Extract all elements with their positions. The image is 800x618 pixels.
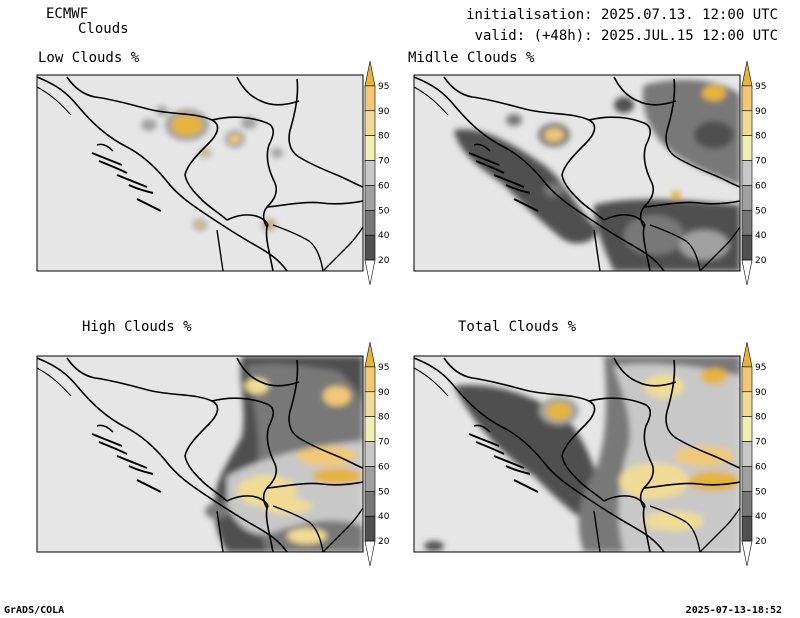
colorbar-label: 90 — [755, 107, 767, 117]
colorbar-segment — [364, 60, 376, 87]
colorbar-label: 50 — [378, 487, 390, 497]
colorbar-label: 70 — [755, 157, 767, 167]
colorbar-segment — [741, 185, 753, 211]
map-frame — [413, 74, 741, 272]
middle-clouds-map: 20 40 50 60 70 80 90 95 — [413, 60, 767, 286]
colorbar-segment — [364, 210, 376, 236]
colorbar-segment — [741, 60, 753, 87]
colorbar-segment — [741, 135, 753, 161]
colorbar-label: 80 — [755, 413, 767, 423]
colorbar-label: 40 — [755, 512, 767, 522]
colorbar: 20 40 50 60 70 80 90 95 — [364, 60, 390, 286]
colorbar-label: 95 — [755, 363, 766, 373]
colorbar-label: 60 — [755, 462, 767, 472]
footer-software: GrADS/COLA — [4, 605, 65, 616]
colorbar: 20 40 50 60 70 80 90 95 — [741, 341, 767, 567]
colorbar-label: 95 — [378, 363, 389, 373]
colorbar-label: 50 — [378, 206, 390, 216]
colorbar-segment — [741, 259, 753, 286]
colorbar-segment — [364, 391, 376, 417]
colorbar-segment — [741, 491, 753, 517]
colorbar-segment — [364, 515, 376, 542]
colorbar-segment — [364, 416, 376, 442]
colorbar-segment — [741, 466, 753, 492]
colorbar-segment — [364, 259, 376, 286]
colorbar-segment — [364, 540, 376, 567]
colorbar-label: 80 — [378, 413, 390, 423]
model-name: ECMWF — [46, 6, 89, 22]
colorbar-label: 80 — [378, 132, 390, 142]
panel-title-low: Low Clouds % — [38, 50, 140, 66]
colorbar-label: 60 — [378, 462, 390, 472]
colorbar-segment — [741, 540, 753, 567]
colorbar-label: 40 — [378, 512, 390, 522]
total-clouds-map: 20 40 50 60 70 80 90 95 — [413, 341, 767, 567]
colorbar-label: 90 — [378, 388, 390, 398]
colorbar-label: 20 — [378, 256, 390, 266]
colorbar-segment — [364, 110, 376, 136]
low-clouds-map: 20 40 50 60 70 80 90 95 — [36, 60, 390, 286]
colorbar-segment — [741, 341, 753, 368]
map-frame — [36, 355, 364, 553]
colorbar: 20 40 50 60 70 80 90 95 — [741, 60, 767, 286]
colorbar-segment — [741, 391, 753, 417]
colorbar-segment — [741, 366, 753, 393]
colorbar-label: 50 — [755, 206, 767, 216]
colorbar-segment — [741, 441, 753, 467]
colorbar-label: 70 — [378, 438, 390, 448]
panel-title-total: Total Clouds % — [458, 319, 577, 335]
high-clouds-map: 20 40 50 60 70 80 90 95 — [36, 341, 390, 567]
panel-title-high: High Clouds % — [82, 319, 192, 335]
colorbar-segment — [364, 366, 376, 393]
colorbar-label: 80 — [755, 132, 767, 142]
initialisation-time: initialisation: 2025.07.13. 12:00 UTC — [466, 7, 778, 23]
variable-name: Clouds — [78, 21, 129, 37]
land-background — [37, 75, 363, 271]
colorbar-segment — [364, 466, 376, 492]
map-frame — [413, 355, 741, 553]
colorbar-label: 95 — [378, 82, 389, 92]
colorbar-segment — [741, 85, 753, 112]
colorbar-segment — [364, 234, 376, 261]
colorbar-label: 95 — [755, 82, 766, 92]
colorbar-label: 40 — [755, 231, 767, 241]
colorbar-segment — [364, 341, 376, 368]
colorbar-label: 50 — [755, 487, 767, 497]
colorbar-segment — [741, 210, 753, 236]
colorbar-segment — [364, 160, 376, 186]
colorbar: 20 40 50 60 70 80 90 95 — [364, 341, 390, 567]
colorbar-label: 40 — [378, 231, 390, 241]
colorbar-label: 90 — [378, 107, 390, 117]
colorbar-label: 20 — [755, 537, 767, 547]
colorbar-segment — [741, 110, 753, 136]
valid-time: valid: (+48h): 2025.JUL.15 12:00 UTC — [474, 28, 778, 44]
colorbar-segment — [741, 160, 753, 186]
colorbar-label: 70 — [378, 157, 390, 167]
colorbar-segment — [364, 491, 376, 517]
colorbar-label: 70 — [755, 438, 767, 448]
colorbar-label: 60 — [755, 181, 767, 191]
colorbar-segment — [741, 234, 753, 261]
colorbar-label: 60 — [378, 181, 390, 191]
colorbar-segment — [364, 185, 376, 211]
colorbar-label: 20 — [378, 537, 390, 547]
colorbar-segment — [364, 135, 376, 161]
colorbar-segment — [741, 515, 753, 542]
colorbar-segment — [364, 85, 376, 112]
map-frame — [36, 74, 364, 272]
panel-title-middle: Midlle Clouds % — [408, 50, 535, 66]
colorbar-label: 90 — [755, 388, 767, 398]
colorbar-label: 20 — [755, 256, 767, 266]
colorbar-segment — [741, 416, 753, 442]
footer-timestamp: 2025-07-13-18:52 — [685, 605, 782, 616]
colorbar-segment — [364, 441, 376, 467]
